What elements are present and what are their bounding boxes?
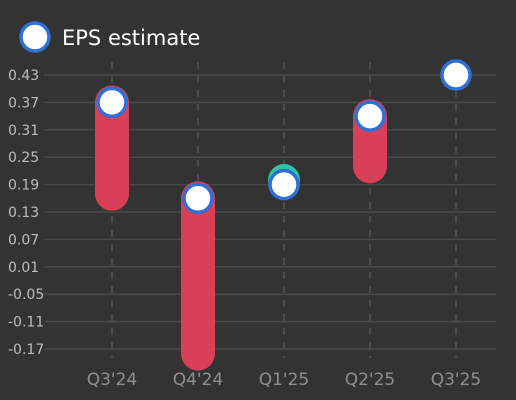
- y-tick-label: 0.01: [8, 260, 39, 276]
- marks: [95, 59, 472, 371]
- eps-miss-bar: [181, 181, 215, 371]
- eps-miss-bar: [95, 85, 129, 211]
- y-tick-label: 0.13: [8, 205, 39, 221]
- y-axis: 0.43 0.37 0.31 0.25 0.19 0.13 0.07 0.01 -0.05 -0.…: [8, 68, 44, 358]
- y-tick-label: 0.19: [8, 178, 39, 194]
- y-tick-label: 0.43: [8, 68, 39, 84]
- y-tick-label: -0.17: [8, 342, 44, 358]
- y-tick-label: 0.07: [8, 232, 39, 248]
- eps-estimate-marker: [440, 59, 472, 91]
- eps-estimate-marker: [182, 182, 214, 215]
- x-tick-label: Q1'25: [259, 370, 310, 390]
- legend: EPS estimate: [19, 21, 200, 53]
- y-tick-label: 0.31: [8, 123, 39, 139]
- eps-estimate-marker: [268, 168, 300, 201]
- x-tick-label: Q2'25: [345, 370, 396, 390]
- y-tick-label: 0.37: [8, 95, 39, 111]
- legend-marker-icon: [19, 21, 51, 53]
- legend-label: EPS estimate: [62, 26, 200, 50]
- y-tick-label: -0.05: [8, 287, 44, 303]
- x-tick-label: Q3'24: [87, 370, 138, 390]
- x-tick-label: Q4'24: [173, 370, 224, 390]
- x-axis: Q3'24 Q4'24 Q1'25 Q2'25 Q3'25: [87, 370, 482, 390]
- eps-estimate-marker: [96, 86, 128, 119]
- y-tick-label: 0.25: [8, 150, 39, 166]
- x-tick-label: Q3'25: [431, 370, 482, 390]
- eps-estimate-marker: [354, 100, 386, 132]
- y-tick-label: -0.11: [8, 315, 44, 331]
